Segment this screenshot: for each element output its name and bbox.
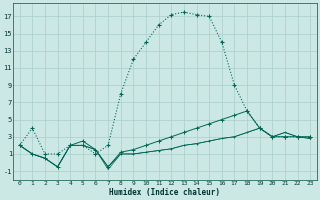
X-axis label: Humidex (Indice chaleur): Humidex (Indice chaleur) — [109, 188, 220, 197]
